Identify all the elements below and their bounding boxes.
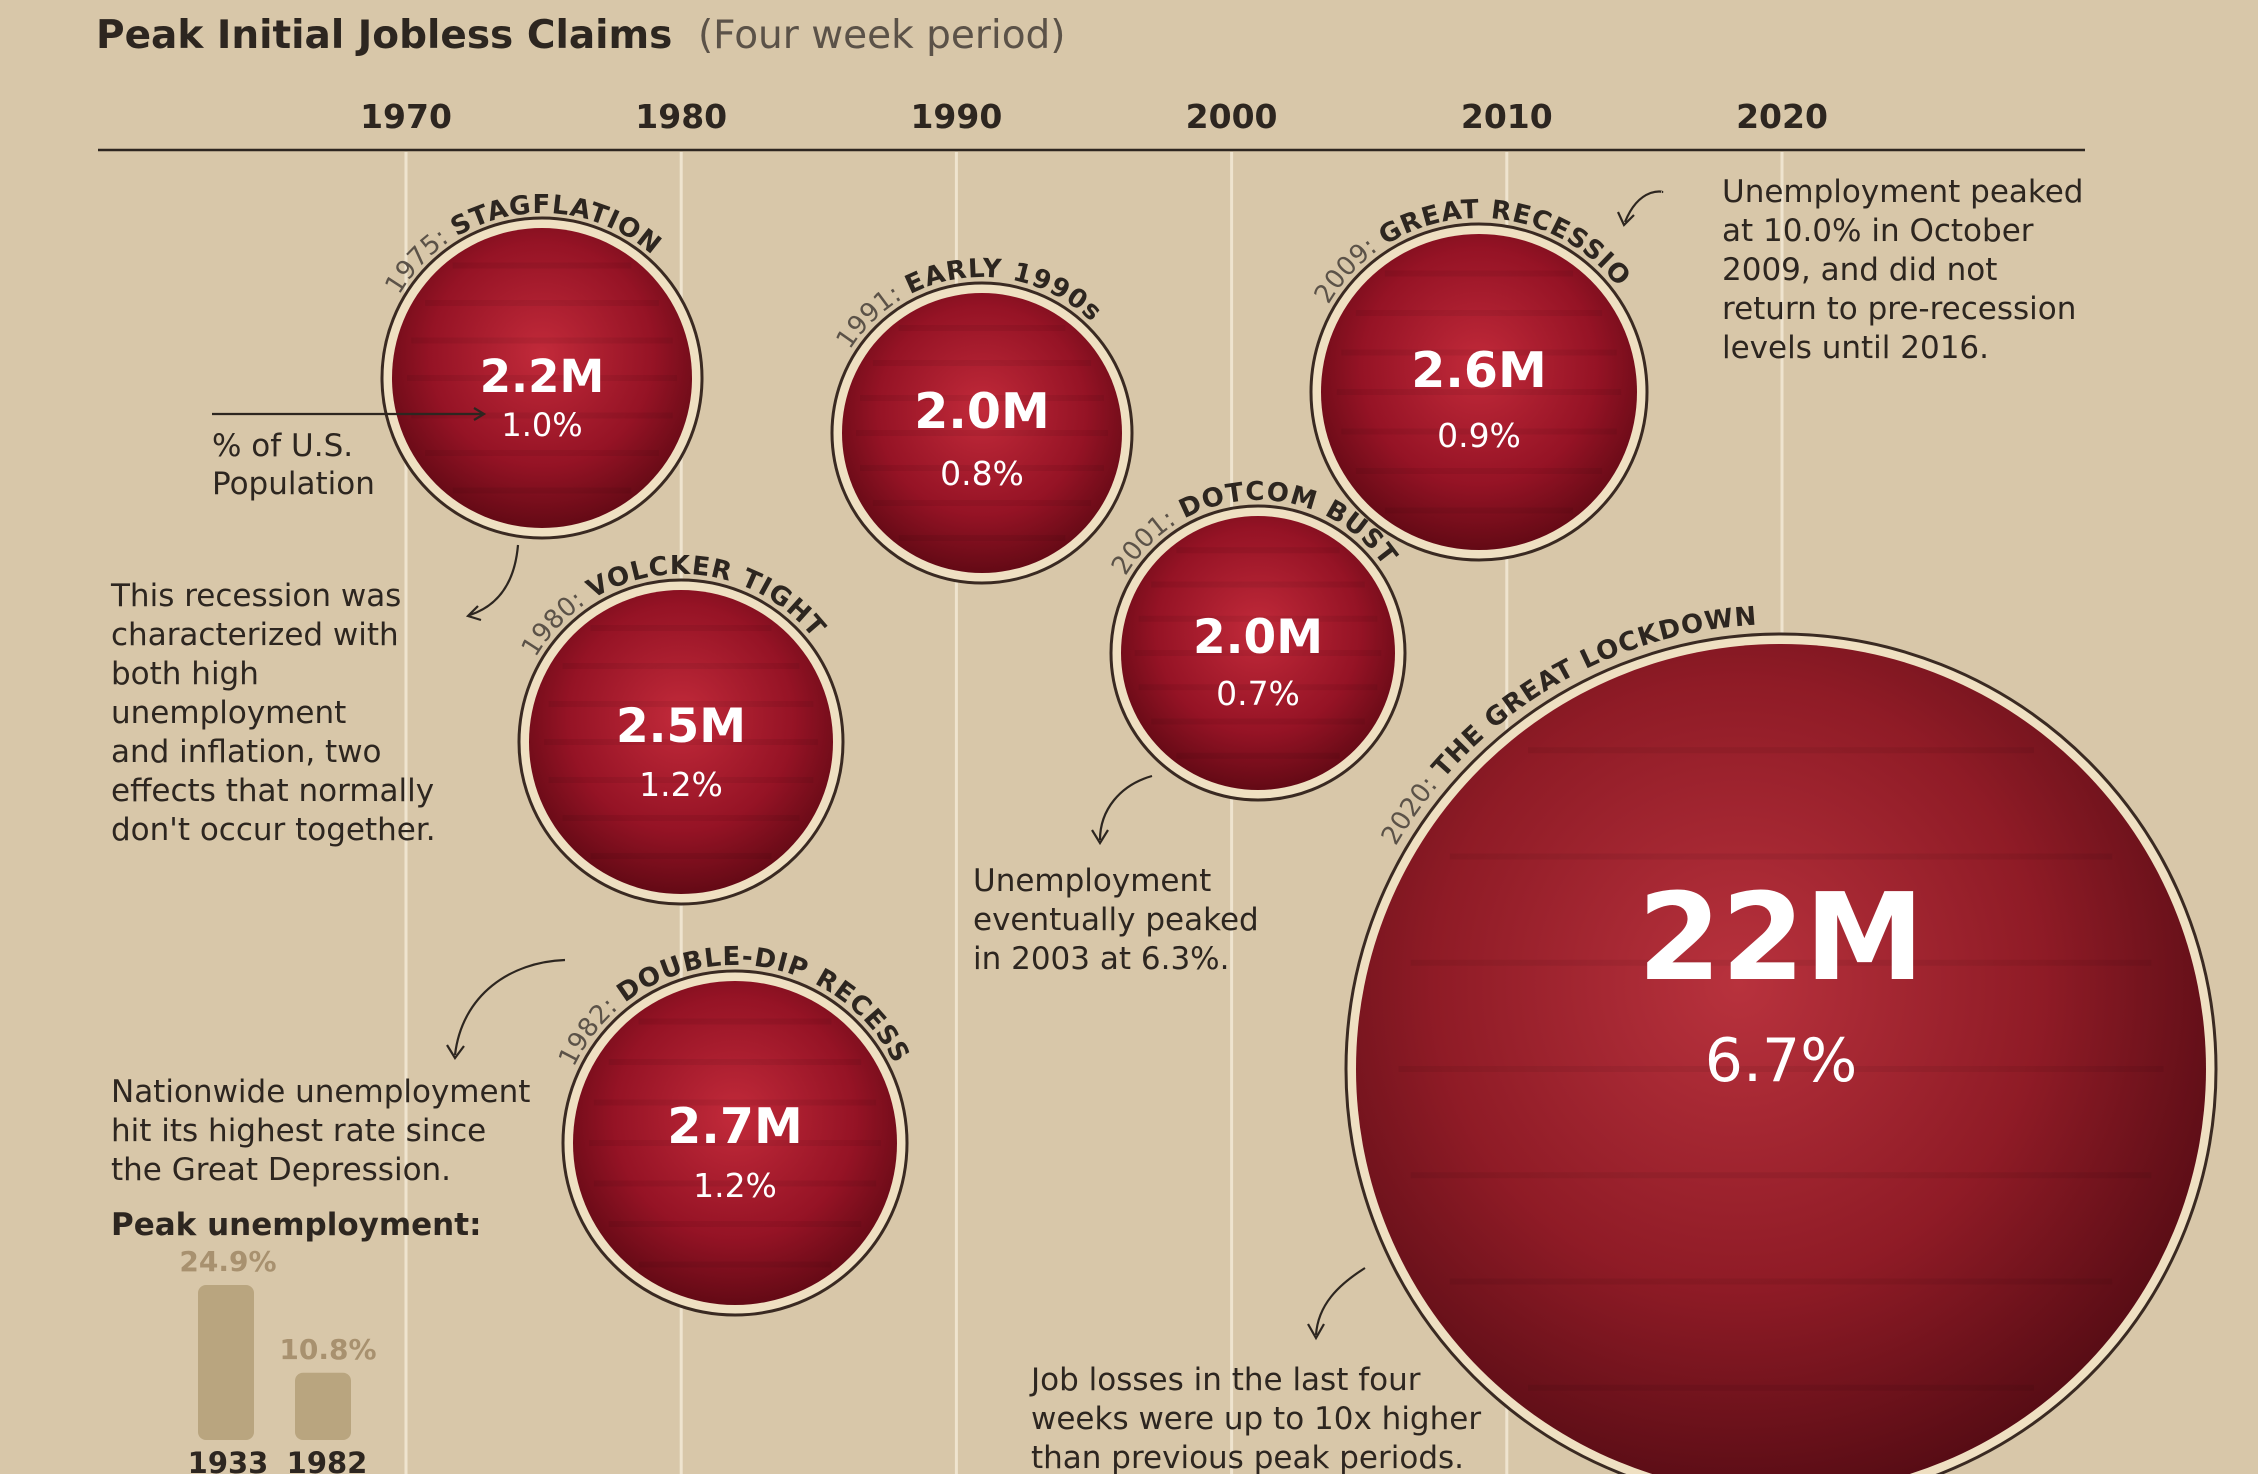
note-line: Unemployment [973, 863, 1211, 899]
inset-value-label: 24.9% [179, 1245, 276, 1278]
chart-title: Peak Initial Jobless Claims [96, 13, 672, 58]
pct-legend-line: % of U.S. [212, 428, 353, 464]
bubble-fill [1356, 644, 2206, 1474]
pct-legend: % of U.S. Population [212, 407, 487, 502]
stagflation-note: This recession was characterized with bo… [110, 544, 520, 848]
inset-bar [295, 1372, 351, 1440]
svg-text:Unemployment eventually: Unemployment eventually peaked in 2003 a… [973, 863, 1269, 977]
bubble-fill [573, 981, 897, 1305]
note-line: characterized with [111, 617, 399, 653]
bubble-1991: 2.0M0.8%1991: EARLY 1990s [830, 254, 1134, 585]
bubble-title: 1982: DOUBLE-DIP RECESSION [0, 0, 915, 1071]
bubble-name: DOUBLE-DIP RECESSION [0, 0, 915, 1068]
pct-label: 1.0% [501, 406, 582, 444]
bubble-fill [842, 293, 1122, 573]
note-line: eventually peaked [973, 902, 1259, 938]
inset-value-label: 10.8% [279, 1333, 376, 1366]
svg-text:Nationwide unemployment: Nationwide unemployment hit its highest … [111, 1074, 540, 1188]
double-dip-note: Nationwide unemployment hit its highest … [111, 958, 566, 1188]
note-line: Nationwide unemployment [111, 1074, 530, 1110]
claims-label: 22M [1638, 869, 1924, 1008]
bubble-2001: 2.0M0.7%2001: DOTCOM BUST [1106, 477, 1407, 802]
note-line: in 2003 at 6.3%. [973, 941, 1229, 977]
note-line: don't occur together. [111, 812, 436, 848]
bubble-1975: 2.2M1.0%1975: STAGFLATION [380, 190, 704, 540]
x-tick-label: 2010 [1461, 97, 1553, 136]
note-line: effects that normally [111, 773, 434, 809]
note-line: This recession was [110, 578, 401, 614]
note-line: return to pre-recession [1722, 291, 2076, 327]
note-line: the Great Depression. [111, 1152, 451, 1188]
note-line: hit its highest rate since [111, 1113, 486, 1149]
note-line: Job losses in the last four [1029, 1362, 1421, 1398]
note-line: 2009, and did not [1722, 252, 1997, 288]
claims-label: 2.6M [1411, 342, 1547, 399]
claims-label: 2.0M [1193, 610, 1323, 665]
claims-label: 2.7M [667, 1098, 803, 1155]
great-recession-note: Unemployment peaked at 10.0% in October … [1617, 174, 2093, 366]
bubble-fill [1121, 516, 1395, 790]
x-tick-label: 2000 [1186, 97, 1278, 136]
svg-text:This recession was chara: This recession was characterized with bo… [110, 578, 444, 848]
chart-subtitle: (Four week period) [698, 13, 1066, 58]
inset-category-label: 1933 [188, 1446, 269, 1474]
svg-text:% of U.S. Population: % of U.S. Population [212, 428, 375, 502]
x-tick-label: 1990 [910, 97, 1002, 136]
bubble-fill [1321, 234, 1637, 550]
bubble-fill [392, 228, 692, 528]
pct-label: 0.9% [1437, 416, 1521, 455]
svg-text:Job losses in the last four: Job losses in the last four weeks were u… [1029, 1362, 1491, 1474]
inset-title: Peak unemployment: [111, 1207, 481, 1243]
peak-unemployment-inset: Peak unemployment: 24.9% 1933 10.8% 1982 [111, 1207, 481, 1474]
x-axis-ticks: 1970 1980 1990 2000 2010 2020 [360, 97, 1828, 136]
chart-title-group: Peak Initial Jobless Claims (Four week p… [96, 13, 1066, 58]
dotcom-note: Unemployment eventually peaked in 2003 a… [973, 774, 1269, 977]
pct-label: 6.7% [1705, 1026, 1857, 1096]
pct-label: 1.2% [693, 1166, 777, 1205]
claims-label: 2.0M [914, 383, 1050, 440]
note-line: unemployment [111, 695, 346, 731]
note-line: and inflation, two [111, 734, 382, 770]
pct-legend-line: Population [212, 466, 375, 502]
svg-text:Unemployment peaked at 1: Unemployment peaked at 10.0% in October … [1722, 174, 2093, 366]
claims-label: 2.2M [480, 350, 605, 403]
note-line: Unemployment peaked [1722, 174, 2083, 210]
lockdown-note: Job losses in the last four weeks were u… [1029, 1267, 1491, 1474]
pct-label: 0.7% [1216, 674, 1300, 713]
note-line: weeks were up to 10x higher [1031, 1401, 1481, 1437]
x-tick-label: 1980 [635, 97, 727, 136]
note-line: levels until 2016. [1722, 330, 1989, 366]
x-tick-label: 1970 [360, 97, 452, 136]
pct-label: 0.8% [940, 454, 1024, 493]
pct-label: 1.2% [639, 765, 723, 804]
note-line: than previous peak periods. [1031, 1440, 1464, 1474]
inset-bar [198, 1285, 254, 1440]
inset-category-label: 1982 [287, 1446, 368, 1474]
note-line: both high [111, 656, 259, 692]
claims-label: 2.5M [616, 699, 746, 754]
bubble-fill [529, 590, 833, 894]
note-line: at 10.0% in October [1722, 213, 2034, 249]
x-tick-label: 2020 [1736, 97, 1828, 136]
